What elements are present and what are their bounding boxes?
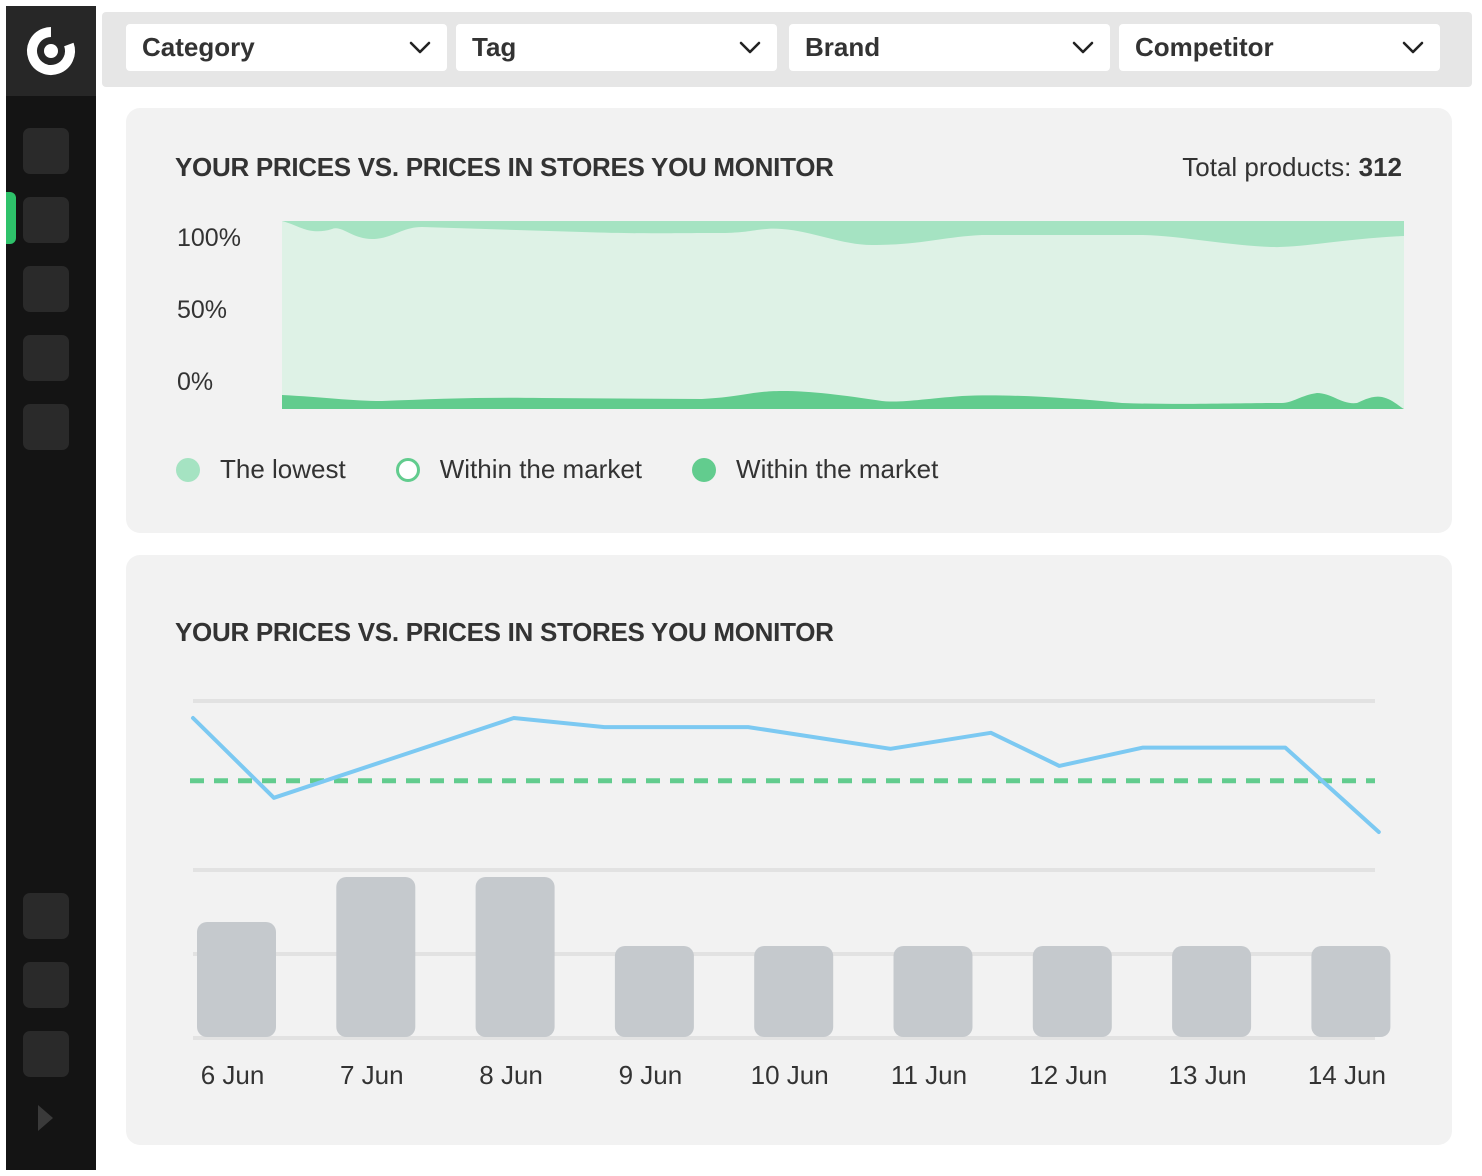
nav-item-8[interactable] — [23, 1031, 69, 1077]
x-tick-label: 7 Jun — [339, 1060, 404, 1090]
filter-bar: Category Tag Brand Competitor — [102, 12, 1472, 87]
bar-14-jun[interactable] — [1311, 946, 1391, 1037]
logo-icon — [27, 27, 75, 75]
chart-legend: The lowest Within the market Within the … — [176, 454, 988, 485]
x-tick-label: 11 Jun — [890, 1060, 968, 1090]
chevron-down-icon — [1072, 41, 1094, 55]
tag-filter[interactable]: Tag — [456, 24, 777, 71]
x-tick-label: 10 Jun — [750, 1060, 829, 1090]
total-products-label: Total products: — [1182, 152, 1352, 182]
bar-7-jun[interactable] — [336, 877, 416, 1037]
chevron-down-icon — [1402, 41, 1424, 55]
nav-item-3[interactable] — [23, 266, 69, 312]
competitor-filter[interactable]: Competitor — [1119, 24, 1440, 71]
card-title: YOUR PRICES VS. PRICES IN STORES YOU MON… — [175, 152, 834, 182]
chevron-down-icon — [409, 41, 431, 55]
brand-filter[interactable]: Brand — [789, 24, 1110, 71]
category-filter[interactable]: Category — [126, 24, 447, 71]
area-bottom-band — [282, 391, 1404, 409]
bar-10-jun[interactable] — [754, 946, 834, 1037]
area-middle-band — [282, 221, 1404, 409]
x-tick-label: 9 Jun — [618, 1060, 683, 1090]
area-top-band — [282, 221, 1404, 248]
total-products-value: 312 — [1358, 152, 1402, 182]
nav-item-5[interactable] — [23, 404, 69, 450]
legend-dot-icon — [176, 457, 200, 482]
bar-13-jun[interactable] — [1172, 946, 1252, 1037]
category-filter-label: Category — [142, 32, 255, 62]
logo[interactable] — [6, 6, 96, 96]
bar-11-jun[interactable] — [893, 946, 973, 1037]
competitor-filter-label: Competitor — [1135, 32, 1274, 62]
bar-8-jun[interactable] — [475, 877, 555, 1037]
card-title: YOUR PRICES VS. PRICES IN STORES YOU MON… — [175, 617, 834, 647]
legend-label: Within the market — [736, 454, 939, 484]
y-tick-label: 50% — [177, 296, 228, 324]
x-tick-label: 13 Jun — [1168, 1060, 1247, 1090]
legend-ring-icon — [395, 457, 420, 482]
legend-item-within-market-outline[interactable]: Within the market — [395, 454, 643, 485]
chevron-down-icon — [739, 41, 761, 55]
sidebar — [6, 6, 96, 1170]
x-tick-label: 8 Jun — [479, 1060, 543, 1090]
legend-label: Within the market — [439, 454, 643, 484]
price-series-line — [191, 716, 1381, 834]
bar-9-jun[interactable] — [614, 946, 694, 1037]
price-position-card: YOUR PRICES VS. PRICES IN STORES YOU MON… — [126, 108, 1452, 533]
legend-label: The lowest — [220, 454, 346, 484]
total-products: Total products: 312 — [1182, 152, 1402, 183]
nav-item-1[interactable] — [23, 128, 69, 174]
stacked-area-chart — [282, 221, 1404, 409]
legend-item-lowest[interactable]: The lowest — [176, 454, 346, 485]
x-tick-label: 14 Jun — [1307, 1060, 1386, 1090]
bar-12-jun[interactable] — [1032, 946, 1112, 1037]
brand-filter-label: Brand — [805, 32, 881, 62]
tag-filter-label: Tag — [472, 32, 517, 62]
nav-item-6[interactable] — [23, 893, 69, 939]
nav-item-7[interactable] — [23, 962, 69, 1008]
bar-6-jun[interactable] — [197, 922, 276, 1037]
legend-dot-icon — [692, 457, 717, 482]
y-tick-label: 0% — [177, 368, 214, 396]
nav-item-2[interactable] — [23, 197, 69, 243]
nav-item-4[interactable] — [23, 335, 69, 381]
x-tick-label: 6 Jun — [200, 1060, 265, 1090]
price-trend-card: YOUR PRICES VS. PRICES IN STORES YOU MON… — [126, 555, 1452, 1145]
nav-active-indicator — [6, 192, 16, 244]
legend-item-within-market-filled[interactable]: Within the market — [692, 454, 938, 485]
y-tick-label: 100% — [177, 224, 241, 252]
x-tick-label: 12 Jun — [1029, 1060, 1108, 1090]
expand-sidebar-icon[interactable] — [38, 1105, 53, 1131]
